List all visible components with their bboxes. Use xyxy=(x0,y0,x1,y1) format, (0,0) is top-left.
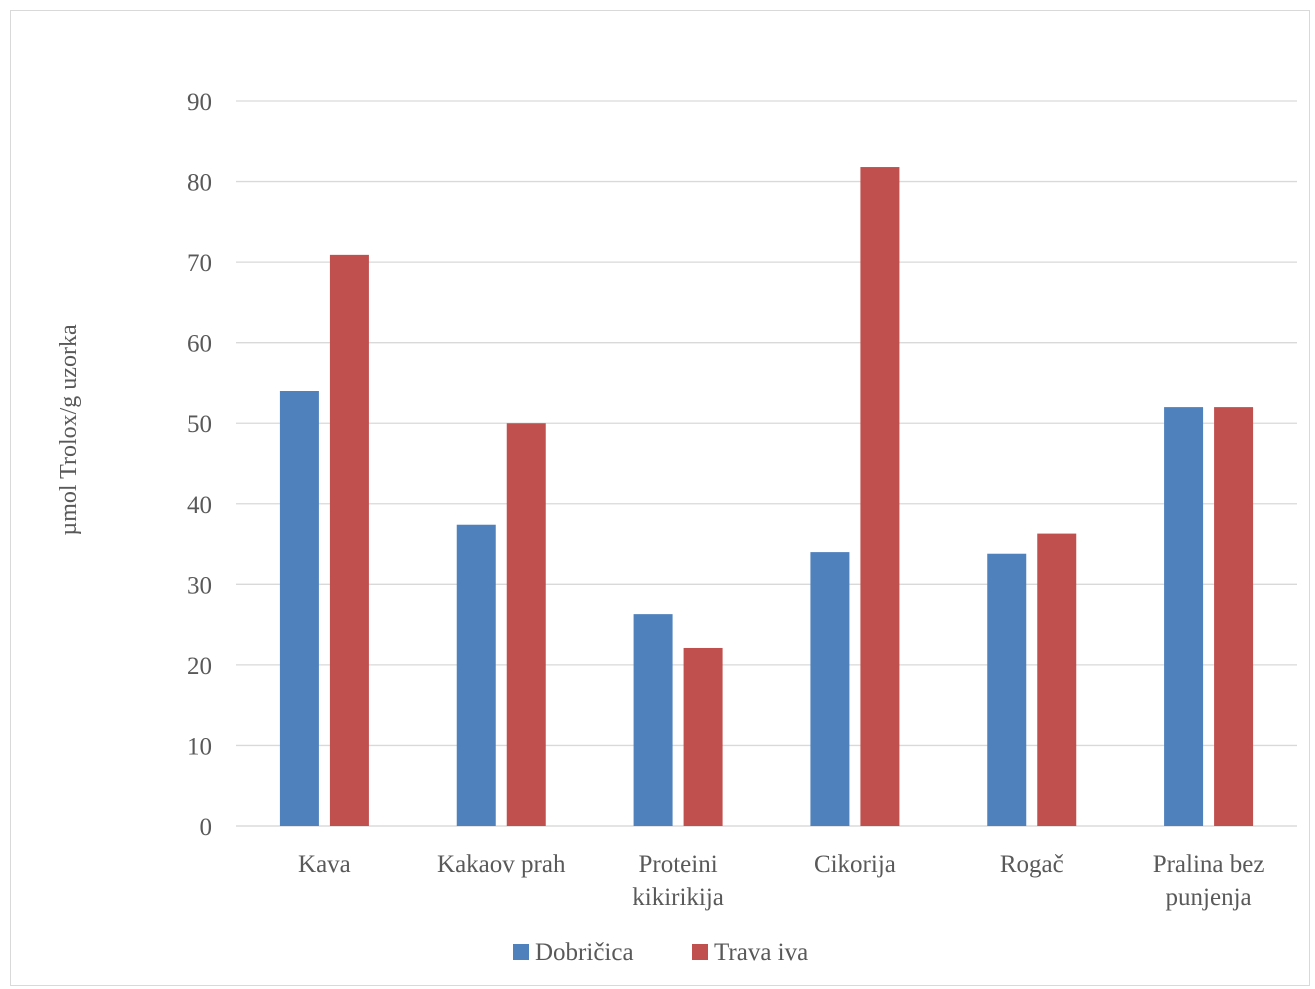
x-category-label-line: Rogač xyxy=(1000,851,1064,878)
bar-dobricica-5 xyxy=(1164,407,1204,826)
x-category-label-line: Proteini xyxy=(638,851,717,878)
x-category-label-line: kikirikija xyxy=(632,884,724,911)
x-category-label-line: punjenja xyxy=(1166,884,1252,911)
legend-label-dobricica: Dobričica xyxy=(535,939,634,966)
x-category-label: Kakaov prah xyxy=(437,851,566,878)
legend: Dobričica Trava iva xyxy=(513,939,808,966)
bar-dobricica-2 xyxy=(633,614,673,826)
y-tick-label: 90 xyxy=(187,89,212,116)
x-category-label-line: Pralina bez xyxy=(1153,851,1265,878)
bar-trava-iva-5 xyxy=(1214,407,1254,826)
y-tick-label: 0 xyxy=(200,814,213,841)
legend-swatch-trava-iva xyxy=(692,944,708,960)
x-category-label-line: Cikorija xyxy=(814,851,896,878)
y-tick-label: 80 xyxy=(187,170,212,197)
bars xyxy=(279,167,1254,827)
bar-trava-iva-0 xyxy=(329,254,369,827)
y-axis-title: µmol Trolox/g uzorka xyxy=(56,324,82,536)
x-category-label-line: Kakaov prah xyxy=(437,851,566,878)
y-tick-label: 20 xyxy=(187,653,212,680)
bar-dobricica-0 xyxy=(279,391,319,826)
x-category-label: Cikorija xyxy=(814,851,896,878)
legend-label-trava-iva: Trava iva xyxy=(714,939,808,966)
legend-swatch-dobricica xyxy=(513,944,529,960)
bar-dobricica-3 xyxy=(810,552,850,826)
y-tick-label: 10 xyxy=(187,733,212,760)
x-category-label-line: Kava xyxy=(298,851,351,878)
bar-dobricica-4 xyxy=(987,553,1027,826)
x-category-label: Rogač xyxy=(1000,851,1064,878)
bar-trava-iva-2 xyxy=(683,647,723,826)
x-category-label: Kava xyxy=(298,851,351,878)
gridlines xyxy=(236,100,1297,827)
y-axis-ticks: 0 10 20 30 40 50 60 70 80 90 xyxy=(187,89,212,841)
x-category-label: Proteini kikirikija xyxy=(632,851,724,911)
x-category-label: Pralina bez punjenja xyxy=(1153,851,1265,911)
y-tick-label: 30 xyxy=(187,572,212,599)
y-tick-label: 50 xyxy=(187,411,212,438)
y-tick-label: 70 xyxy=(187,250,212,277)
bar-dobricica-1 xyxy=(456,524,496,826)
x-axis-categories: Kava Kakaov prah Proteini kikirikija Cikorij… xyxy=(298,851,1264,911)
bar-trava-iva-4 xyxy=(1037,533,1077,826)
y-tick-label: 40 xyxy=(187,492,212,519)
bar-trava-iva-1 xyxy=(506,423,546,826)
bar-trava-iva-3 xyxy=(860,167,900,827)
y-tick-label: 60 xyxy=(187,331,212,358)
